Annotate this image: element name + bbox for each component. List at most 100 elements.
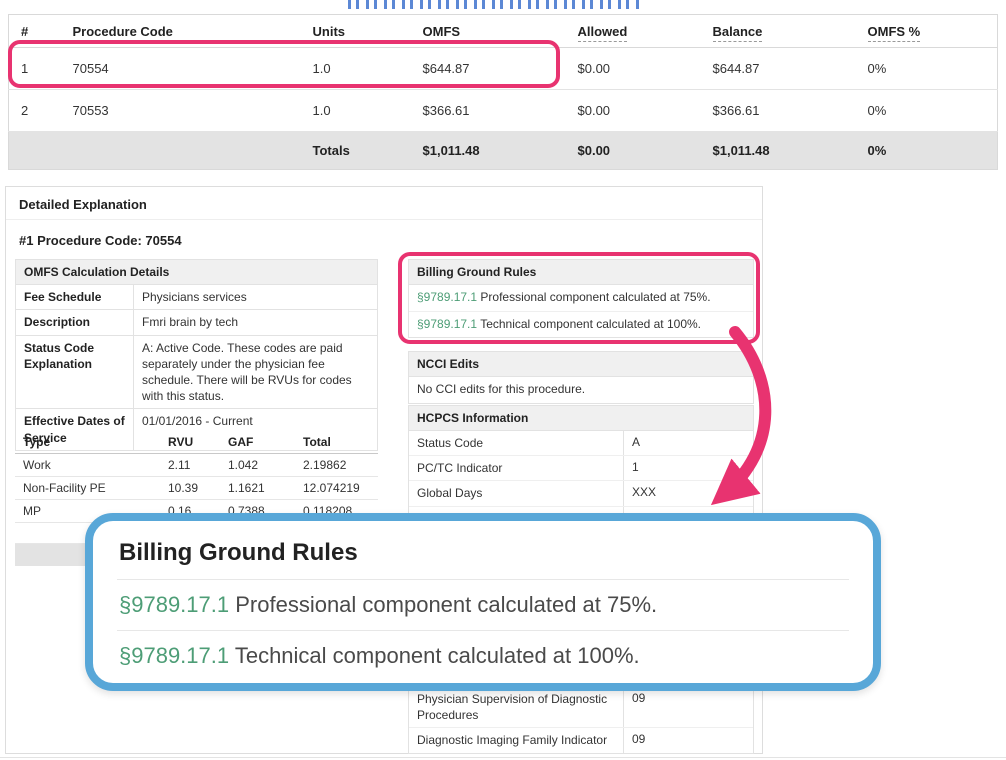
fee-cell: 1.0 [300, 47, 411, 90]
rvu-cell: 12.074219 [295, 476, 378, 500]
hcpcs-label: PC/TC Indicator [417, 461, 503, 476]
detail-value: Physicians services [133, 284, 378, 311]
billing-ground-rules-header: Billing Ground Rules [409, 260, 753, 285]
hcpcs-value: 09 [623, 728, 753, 753]
col-header-omfs: OMFS [410, 14, 566, 48]
hcpcs-information-continued: Physician Supervision of Diagnostic Proc… [408, 687, 754, 754]
hcpcs-value: XXX [623, 481, 753, 506]
omfs-calc-details-table: OMFS Calculation Details Fee Schedule Ph… [15, 258, 378, 451]
hcpcs-row: Diagnostic Imaging Family Indicator 09 [409, 728, 753, 753]
allowed-tooltip-label[interactable]: Allowed [577, 24, 628, 42]
rule-text: Technical component calculated at 100%. [234, 643, 640, 668]
totals-cell: Totals [300, 131, 411, 170]
billing-rule: §9789.17.1 Technical component calculate… [409, 312, 753, 338]
totals-cell: $1,011.48 [410, 131, 566, 170]
detail-value: Fmri brain by tech [133, 309, 378, 336]
fee-table-header-row: # Procedure Code Units OMFS Allowed Bala… [8, 14, 998, 48]
billing-rule: §9789.17.1 Professional component calcul… [409, 285, 753, 312]
rvu-cell: 1.1621 [220, 476, 295, 500]
col-header-omfs-label: OMFS [422, 24, 461, 39]
fee-cell: 0% [855, 47, 998, 90]
fee-cell: 1 [8, 47, 61, 90]
rvu-header-cell: Total [295, 431, 378, 454]
hcpcs-row: Status Code A [409, 431, 753, 457]
rule-section-link[interactable]: §9789.17.1 [119, 643, 230, 668]
fee-cell: 70553 [60, 89, 301, 132]
rvu-cell: 2.19862 [295, 453, 378, 477]
col-header-balance: Balance [700, 14, 856, 48]
hcpcs-value: 09 [623, 687, 753, 728]
fee-cell: $644.87 [410, 47, 566, 90]
rvu-cell: 1.042 [220, 453, 295, 477]
detail-row-description: Description Fmri brain by tech [15, 309, 378, 336]
fee-cell: $0.00 [565, 89, 701, 132]
rvu-header-cell: RVU [160, 431, 220, 454]
fee-cell: $366.61 [700, 89, 856, 132]
fee-cell: 1.0 [300, 89, 411, 132]
hcpcs-label: Physician Supervision of Diagnostic Proc… [417, 692, 608, 723]
rule-text: Professional component calculated at 75%… [235, 592, 658, 617]
col-header-number-label: # [21, 24, 29, 39]
detail-label: Fee Schedule [15, 284, 134, 311]
hcpcs-row: PC/TC Indicator 1 [409, 456, 753, 482]
rule-section-link[interactable]: §9789.17.1 [417, 290, 478, 304]
divider [6, 219, 762, 220]
rvu-header-cell: Type [15, 431, 160, 454]
hcpcs-row: Physician Supervision of Diagnostic Proc… [409, 687, 753, 729]
procedure-subtitle: #1 Procedure Code: 70554 [19, 233, 182, 248]
col-header-procedure-code-label: Procedure Code [72, 24, 173, 39]
detail-row-status-code: Status Code Explanation A: Active Code. … [15, 334, 378, 410]
billing-ground-rules-panel: Billing Ground Rules §9789.17.1 Professi… [408, 259, 754, 339]
rvu-header-cell: GAF [220, 431, 295, 454]
fee-cell: $366.61 [410, 89, 566, 132]
hcpcs-label: Status Code [417, 436, 484, 450]
omfs-calc-details-header: OMFS Calculation Details [15, 258, 378, 286]
ncci-text: No CCI edits for this procedure. [417, 382, 586, 396]
hcpcs-label: Global Days [417, 486, 483, 501]
callout-title: Billing Ground Rules [119, 539, 358, 566]
col-header-allowed: Allowed [565, 14, 701, 48]
detail-row-fee-schedule: Fee Schedule Physicians services [15, 284, 378, 311]
callout-rule: §9789.17.1 Technical component calculate… [117, 630, 849, 681]
zoom-callout: Billing Ground Rules §9789.17.1 Professi… [85, 513, 881, 691]
fee-cell: $0.00 [565, 47, 701, 90]
hcpcs-label: Diagnostic Imaging Family Indicator [417, 733, 608, 748]
hcpcs-row: Global Days XXX [409, 481, 753, 507]
fee-row-2: 2 70553 1.0 $366.61 $0.00 $366.61 0% [8, 89, 998, 132]
hcpcs-value: 1 [623, 456, 753, 481]
hcpcs-information-panel: HCPCS Information Status Code A PC/TC In… [408, 405, 754, 532]
hcpcs-value: A [623, 431, 753, 456]
omfs-percent-tooltip-label[interactable]: OMFS % [867, 24, 921, 42]
detail-label: Description [15, 309, 134, 336]
totals-cell: $0.00 [565, 131, 701, 170]
col-header-units: Units [300, 14, 411, 48]
fee-schedule-table: # Procedure Code Units OMFS Allowed Bala… [8, 14, 998, 170]
cropped-heading-fragment [348, 0, 640, 9]
totals-cell: $1,011.48 [700, 131, 856, 170]
col-header-units-label: Units [312, 24, 346, 39]
balance-tooltip-label[interactable]: Balance [712, 24, 763, 42]
rvu-cell: Non-Facility PE [15, 476, 160, 500]
rvu-cell: Work [15, 453, 160, 477]
detail-value: A: Active Code. These codes are paid sep… [133, 334, 378, 410]
callout-rule: §9789.17.1 Professional component calcul… [117, 579, 849, 630]
fee-totals-row: Totals $1,011.48 $0.00 $1,011.48 0% [8, 131, 998, 170]
rule-text: Professional component calculated at 75%… [480, 290, 711, 304]
rule-section-link[interactable]: §9789.17.1 [417, 316, 478, 331]
totals-cell [8, 131, 61, 170]
ncci-edits-panel: NCCI Edits No CCI edits for this procedu… [408, 351, 754, 404]
fee-cell: 0% [855, 89, 998, 132]
bottom-divider [0, 757, 1006, 758]
fee-cell: $644.87 [700, 47, 856, 90]
hcpcs-information-header: HCPCS Information [409, 406, 753, 431]
totals-cell: 0% [855, 131, 998, 170]
ncci-edits-header: NCCI Edits [409, 352, 753, 377]
rule-section-link[interactable]: §9789.17.1 [119, 592, 230, 617]
fee-row-1: 1 70554 1.0 $644.87 $0.00 $644.87 0% [8, 47, 998, 90]
rvu-cell: 10.39 [160, 476, 220, 500]
col-header-omfs-percent: OMFS % [855, 14, 998, 48]
rvu-row-work: Work 2.11 1.042 2.19862 [15, 453, 378, 477]
col-header-procedure-code: Procedure Code [60, 14, 301, 48]
fee-cell: 70554 [60, 47, 301, 90]
detail-title: Detailed Explanation [19, 197, 147, 212]
